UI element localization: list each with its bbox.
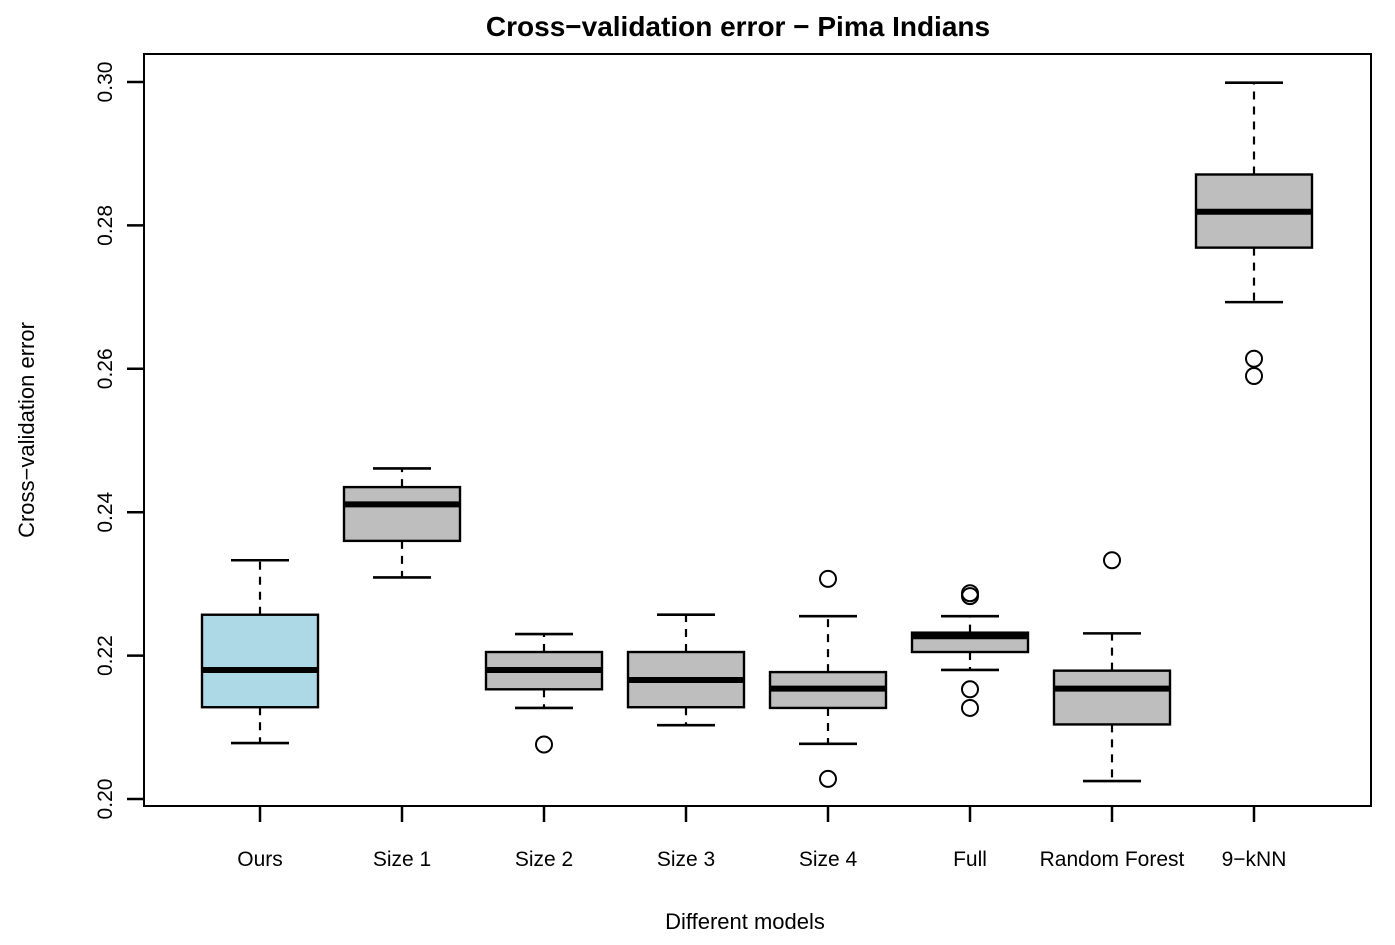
iqr-box <box>342 485 462 543</box>
x-axis: Ours Size 1 Size 2 Size 3 Size 4 Full Random F… <box>237 806 1286 871</box>
box-size-3 <box>626 613 746 727</box>
plot-border <box>143 53 1372 807</box>
box-size-2 <box>484 632 604 754</box>
box-full <box>910 584 1030 717</box>
x-axis-title: Different models <box>665 909 825 934</box>
outlier-point <box>819 769 837 788</box>
chart-title: Cross−validation error − Pima Indians <box>486 11 990 42</box>
box-size-1 <box>342 467 462 579</box>
box-size-4 <box>768 569 888 788</box>
outlier-point <box>961 587 979 606</box>
y-axis: 0.20 0.22 0.24 0.26 0.28 0.30 <box>94 62 144 820</box>
x-category-label: Size 2 <box>515 848 573 871</box>
y-tick-label: 0.22 <box>94 635 117 676</box>
box-random-forest <box>1052 551 1172 783</box>
y-tick-label: 0.30 <box>94 62 117 103</box>
outlier-point <box>1245 349 1263 368</box>
y-tick-label: 0.24 <box>94 491 117 532</box>
box-ours <box>200 558 320 745</box>
y-tick-label: 0.26 <box>94 348 117 389</box>
x-category-label: Full <box>953 848 987 871</box>
outlier-point <box>1103 551 1121 570</box>
boxes-layer <box>200 81 1314 788</box>
y-tick-label: 0.20 <box>94 779 117 820</box>
x-category-label: Size 3 <box>657 848 715 871</box>
y-tick-label: 0.28 <box>94 205 117 246</box>
x-category-label: Random Forest <box>1040 848 1185 871</box>
x-category-label: 9−kNN <box>1222 848 1287 871</box>
iqr-box <box>200 613 320 709</box>
outlier-point <box>961 680 979 699</box>
outlier-point <box>535 735 553 754</box>
box-9−knn <box>1194 81 1314 385</box>
outlier-point <box>961 698 979 717</box>
x-category-label: Size 1 <box>373 848 431 871</box>
x-category-label: Size 4 <box>799 848 858 871</box>
y-axis-title: Cross−validation error <box>14 322 39 538</box>
outlier-point <box>1245 366 1263 385</box>
outlier-point <box>819 569 837 588</box>
iqr-box <box>1052 669 1172 726</box>
x-category-label: Ours <box>237 848 283 871</box>
